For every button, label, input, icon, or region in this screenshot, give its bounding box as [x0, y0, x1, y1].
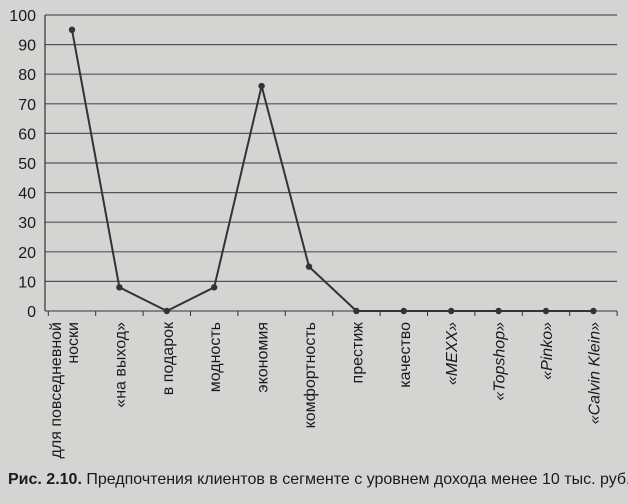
- category-label-1: «на выход»: [112, 322, 129, 408]
- data-point-10: [542, 307, 550, 315]
- category-label-9: «Topshop»: [492, 322, 509, 401]
- y-tick-label-0: 0: [27, 304, 36, 321]
- figure-caption: Рис. 2.10. Предпочтения клиентов в сегме…: [8, 471, 628, 489]
- category-label-text: престиж: [349, 322, 366, 384]
- category-label-text: «MEXX»: [444, 322, 461, 385]
- series-polyline: [71, 29, 594, 312]
- category-label-text: комфортность: [302, 322, 319, 428]
- category-label-3: модность: [207, 322, 224, 392]
- y-tick-label-90: 90: [18, 38, 36, 55]
- axes: [44, 15, 618, 316]
- figure-caption-text: Предпочтения клиентов в сегменте с уровн…: [86, 471, 628, 488]
- category-label-4: экономия: [255, 322, 272, 393]
- category-label-6: престиж: [349, 322, 366, 384]
- category-label-text: в подарок: [160, 321, 177, 395]
- data-point-4: [258, 82, 265, 90]
- data-point-9: [495, 307, 502, 315]
- category-label-7: качество: [397, 322, 414, 388]
- data-point-1: [116, 284, 123, 291]
- category-label-text: качество: [397, 322, 414, 388]
- y-tick-label-50: 50: [18, 156, 36, 173]
- data-point-8: [448, 307, 455, 315]
- y-tick-labels: 0 10 20 30 40 50 60 70 80 90 100: [9, 8, 36, 321]
- data-point-11: [590, 307, 597, 315]
- data-point-5: [305, 263, 313, 270]
- category-label-text: экономия: [255, 322, 272, 393]
- category-label-5: комфортность: [302, 322, 319, 428]
- category-label-text: «Calvin Klein»: [586, 322, 603, 424]
- category-label-11: «Calvin Klein»: [586, 322, 603, 424]
- data-point-3: [211, 284, 218, 291]
- y-tick-label-60: 60: [18, 126, 36, 143]
- data-point-0: [68, 26, 76, 33]
- series-line: [71, 29, 594, 312]
- category-labels: для повседневной носки «на выход» в подарок…: [48, 321, 603, 458]
- figure-number: Рис. 2.10.: [8, 471, 82, 488]
- y-tick-label-100: 100: [9, 8, 36, 25]
- data-point-6: [353, 307, 360, 315]
- y-tick-label-40: 40: [18, 186, 36, 203]
- gridlines: [45, 14, 617, 312]
- data-point-2: [163, 307, 170, 315]
- y-tick-label-80: 80: [18, 67, 36, 84]
- category-label-text: «на выход»: [112, 322, 129, 408]
- y-tick-label-70: 70: [18, 97, 36, 114]
- category-label-text: для повседневной: [48, 322, 65, 458]
- data-point-7: [400, 307, 407, 315]
- category-label-text: модность: [207, 322, 224, 392]
- category-label-0: для повседневной носки: [48, 322, 82, 458]
- y-tick-label-10: 10: [18, 274, 36, 291]
- category-label-2: в подарок: [160, 321, 177, 395]
- category-label-text: «Pinko»: [539, 322, 556, 380]
- y-tick-label-30: 30: [18, 215, 36, 232]
- category-label-10: «Pinko»: [539, 322, 556, 380]
- y-tick-label-20: 20: [18, 245, 36, 262]
- category-label-text: носки: [65, 322, 82, 364]
- data-points: [68, 26, 597, 315]
- category-label-text: «Topshop»: [492, 322, 509, 401]
- category-label-8: «MEXX»: [444, 322, 461, 385]
